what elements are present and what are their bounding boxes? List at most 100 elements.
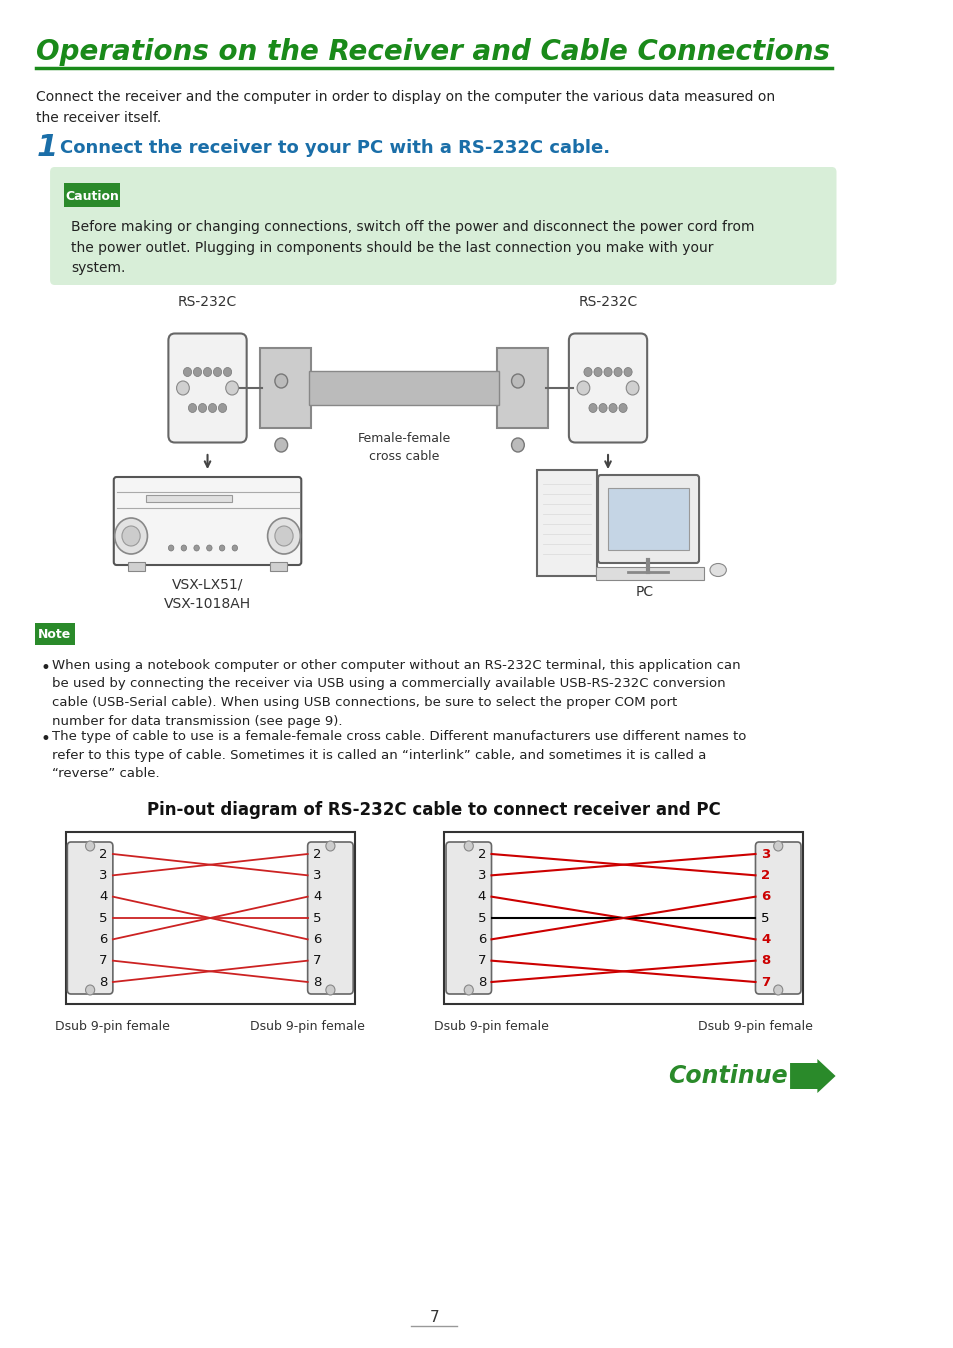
Text: The type of cable to use is a female-female cross cable. Different manufacturers: The type of cable to use is a female-fem… [51, 731, 745, 780]
FancyBboxPatch shape [169, 333, 247, 442]
Circle shape [232, 545, 237, 551]
FancyBboxPatch shape [68, 842, 112, 993]
Circle shape [176, 381, 189, 395]
Circle shape [625, 381, 639, 395]
Circle shape [608, 403, 617, 412]
Circle shape [274, 373, 287, 388]
Circle shape [268, 518, 300, 554]
Text: PC: PC [635, 585, 653, 599]
Circle shape [577, 381, 589, 395]
Circle shape [122, 526, 140, 546]
Bar [444, 832, 802, 1004]
Text: Dsub 9-pin female: Dsub 9-pin female [250, 1020, 365, 1033]
Circle shape [86, 841, 94, 851]
Text: •: • [40, 731, 50, 748]
Text: 4: 4 [477, 890, 485, 903]
FancyBboxPatch shape [568, 333, 646, 442]
FancyBboxPatch shape [113, 477, 301, 565]
Text: 6: 6 [760, 890, 769, 903]
Text: Connect the receiver to your PC with a RS-232C cable.: Connect the receiver to your PC with a R… [60, 139, 610, 156]
Circle shape [274, 526, 293, 546]
Text: 5: 5 [313, 911, 321, 925]
Circle shape [623, 368, 632, 376]
Bar [66, 832, 355, 1004]
Text: •: • [40, 659, 50, 677]
Text: When using a notebook computer or other computer without an RS-232C terminal, th: When using a notebook computer or other … [51, 659, 740, 728]
Bar [129, 562, 145, 572]
Text: 7: 7 [313, 954, 321, 967]
Circle shape [614, 368, 621, 376]
Text: 3: 3 [313, 869, 321, 882]
Text: 2: 2 [760, 869, 769, 882]
Text: 5: 5 [99, 911, 108, 925]
Circle shape [219, 545, 225, 551]
FancyBboxPatch shape [64, 183, 120, 208]
Circle shape [193, 545, 199, 551]
Text: 4: 4 [760, 933, 769, 946]
Circle shape [511, 373, 524, 388]
Bar [309, 371, 498, 404]
Text: Connect the receiver and the computer in order to display on the computer the va: Connect the receiver and the computer in… [36, 90, 775, 124]
Text: Dsub 9-pin female: Dsub 9-pin female [55, 1020, 171, 1033]
Text: 8: 8 [313, 976, 321, 988]
Text: Female-female
cross cable: Female-female cross cable [357, 431, 450, 462]
Text: 7: 7 [760, 976, 769, 988]
Text: 7: 7 [429, 1310, 438, 1325]
Text: 6: 6 [99, 933, 108, 946]
Text: Pin-out diagram of RS-232C cable to connect receiver and PC: Pin-out diagram of RS-232C cable to conn… [147, 801, 720, 820]
Text: Dsub 9-pin female: Dsub 9-pin female [698, 1020, 812, 1033]
FancyBboxPatch shape [34, 623, 74, 644]
Circle shape [773, 985, 782, 995]
Text: 3: 3 [99, 869, 108, 882]
Text: 8: 8 [760, 954, 769, 967]
Circle shape [618, 403, 626, 412]
Text: 7: 7 [99, 954, 108, 967]
Text: Operations on the Receiver and Cable Connections: Operations on the Receiver and Cable Con… [36, 38, 829, 66]
FancyBboxPatch shape [755, 842, 801, 993]
Circle shape [169, 545, 173, 551]
FancyBboxPatch shape [446, 842, 491, 993]
Circle shape [773, 841, 782, 851]
Text: RS-232C: RS-232C [177, 295, 237, 309]
Circle shape [464, 841, 473, 851]
Text: Caution: Caution [65, 190, 119, 202]
Bar [146, 495, 232, 501]
Text: Before making or changing connections, switch off the power and disconnect the p: Before making or changing connections, s… [71, 220, 754, 275]
Circle shape [203, 368, 212, 376]
Text: 3: 3 [760, 848, 769, 860]
Bar [607, 488, 688, 550]
Circle shape [464, 985, 473, 995]
Text: 5: 5 [477, 911, 485, 925]
FancyBboxPatch shape [497, 348, 547, 429]
FancyBboxPatch shape [537, 470, 597, 576]
FancyBboxPatch shape [50, 167, 836, 284]
Ellipse shape [709, 563, 725, 577]
Text: 2: 2 [477, 848, 485, 860]
Text: Continue: Continue [668, 1064, 787, 1088]
Bar [596, 568, 703, 580]
Circle shape [583, 368, 592, 376]
Circle shape [326, 841, 335, 851]
Circle shape [326, 985, 335, 995]
FancyBboxPatch shape [598, 474, 699, 563]
Bar [270, 562, 287, 572]
Circle shape [511, 438, 524, 452]
Text: VSX-LX51/
VSX-1018AH: VSX-LX51/ VSX-1018AH [164, 578, 251, 612]
Circle shape [183, 368, 192, 376]
Text: 4: 4 [99, 890, 108, 903]
Text: 6: 6 [313, 933, 321, 946]
Circle shape [181, 545, 187, 551]
Circle shape [274, 438, 287, 452]
Circle shape [218, 403, 227, 412]
Circle shape [114, 518, 148, 554]
Text: 8: 8 [477, 976, 485, 988]
Text: 7: 7 [477, 954, 485, 967]
Circle shape [598, 403, 606, 412]
Text: 4: 4 [313, 890, 321, 903]
Text: Dsub 9-pin female: Dsub 9-pin female [434, 1020, 548, 1033]
Circle shape [208, 403, 216, 412]
Text: Note: Note [38, 628, 71, 642]
Text: 2: 2 [99, 848, 108, 860]
Circle shape [588, 403, 597, 412]
FancyBboxPatch shape [260, 348, 311, 429]
